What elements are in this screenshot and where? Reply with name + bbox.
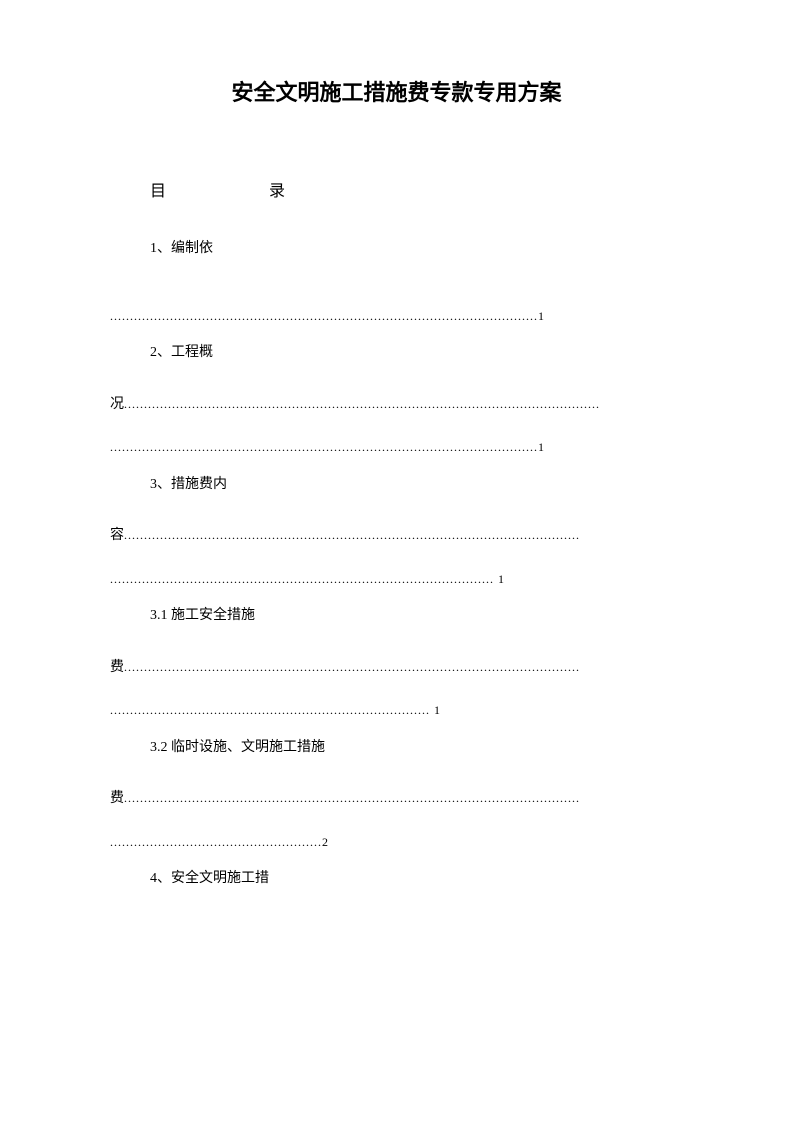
toc-cont-char: 容 xyxy=(110,528,124,543)
toc-entry-label: 3.1 施工安全措施 xyxy=(110,606,683,626)
toc-entry: 2、工程概 况.................................… xyxy=(110,343,683,455)
toc-dots-inline: ........................................… xyxy=(124,397,600,411)
toc-dots-line: ........................................… xyxy=(110,309,683,323)
toc-entry: 3、措施费内 容................................… xyxy=(110,475,683,587)
document-page: 安全文明施工措施费专款专用方案 目 录 1、编制依 ..............… xyxy=(0,0,793,889)
document-title: 安全文明施工措施费专款专用方案 xyxy=(110,75,683,107)
toc-entry-label: 1、编制依 xyxy=(110,239,683,259)
toc-entry: 3.1 施工安全措施 费............................… xyxy=(110,606,683,718)
toc-cont-char: 费 xyxy=(110,660,124,675)
toc-entry-label: 2、工程概 xyxy=(110,343,683,363)
toc-cont-char: 费 xyxy=(110,791,124,806)
toc-header-lu: 录 xyxy=(269,177,285,201)
toc-dots-line: ........................................… xyxy=(110,835,683,849)
toc-dots-line: ........................................… xyxy=(110,440,683,454)
toc-header: 目 录 xyxy=(110,177,683,201)
toc-entry-label: 3.2 临时设施、文明施工措施 xyxy=(110,738,683,758)
toc-entry: 4、安全文明施工措 xyxy=(110,869,683,889)
toc-dots-inline: ........................................… xyxy=(124,528,580,542)
toc-entry-cont: 费.......................................… xyxy=(110,789,683,809)
toc-entry-label: 3、措施费内 xyxy=(110,475,683,495)
toc-entry-cont: 费.......................................… xyxy=(110,658,683,678)
toc-entry-label: 4、安全文明施工措 xyxy=(110,869,683,889)
toc-cont-char: 况 xyxy=(110,397,124,412)
toc-dots-line: ........................................… xyxy=(110,572,683,586)
toc-dots-line: ........................................… xyxy=(110,703,683,717)
toc-dots-inline: ........................................… xyxy=(124,660,580,674)
toc-header-mu: 目 xyxy=(150,177,166,201)
toc-entry-cont: 况.......................................… xyxy=(110,395,683,415)
toc-entry: 3.2 临时设施、文明施工措施 费.......................… xyxy=(110,738,683,850)
toc-entry-cont: 容.......................................… xyxy=(110,526,683,546)
toc-dots-inline: ........................................… xyxy=(124,791,580,805)
toc-entry: 1、编制依 ..................................… xyxy=(110,239,683,323)
